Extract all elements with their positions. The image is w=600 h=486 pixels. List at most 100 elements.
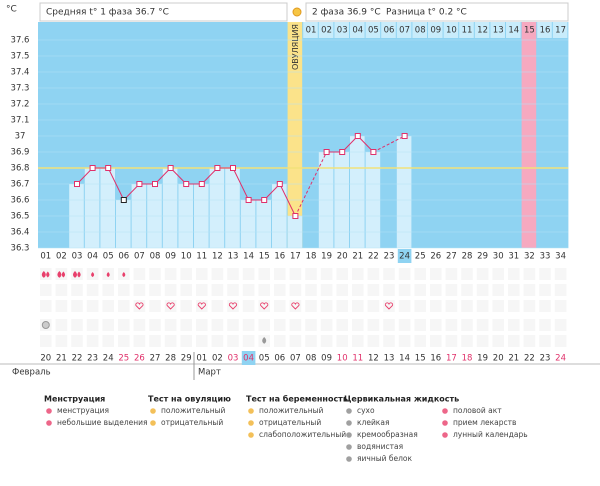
- day-label: 08: [150, 252, 161, 262]
- symbol-cell: [227, 335, 239, 347]
- symbol-cell: [211, 335, 224, 347]
- month-label: Март: [198, 368, 221, 378]
- symbol-cell: [336, 300, 348, 312]
- symbol-cell: [320, 284, 333, 296]
- menstruation-icon: [73, 271, 77, 278]
- phase2-day-label: 10: [446, 26, 457, 36]
- day-label: 11: [196, 252, 207, 262]
- phase2-day-cell: [318, 22, 334, 38]
- symbol-cell: [539, 300, 551, 312]
- temperature-bar: [396, 136, 412, 248]
- phase2-day-label: 02: [321, 26, 332, 36]
- legend-icon: [248, 432, 254, 438]
- symbol-cell: [414, 335, 426, 347]
- menstruation-icon: [41, 271, 46, 278]
- phase2-day-label: 12: [477, 26, 488, 36]
- day-label: 20: [337, 252, 348, 262]
- symbol-cell: [508, 268, 520, 280]
- symbol-cell: [305, 268, 317, 280]
- date-label: 01: [196, 354, 207, 364]
- gap-connector: [373, 135, 405, 153]
- temperature-point: [89, 165, 96, 171]
- temperature-point: [370, 149, 377, 155]
- egg-white-icon: [262, 337, 267, 344]
- symbol-cell: [196, 335, 208, 347]
- symbol-cell: [133, 335, 146, 347]
- y-tick-label: 36.4: [11, 228, 30, 238]
- legend-item: небольшие выделения: [57, 418, 148, 427]
- symbol-cell: [242, 268, 255, 280]
- symbol-cell: [414, 284, 426, 296]
- day-label: 09: [165, 252, 176, 262]
- temperature-point: [120, 197, 127, 203]
- temperature-line: [326, 135, 374, 153]
- temperature-point: [245, 197, 252, 203]
- symbol-cell: [149, 284, 161, 296]
- symbol-cell: [352, 335, 364, 347]
- symbol-cell: [118, 319, 130, 331]
- phase1-text: Средняя t° 1 фаза 36.7 °C: [46, 8, 169, 18]
- phase2-day-cell: [474, 22, 490, 38]
- day-label: 12: [212, 252, 223, 262]
- symbol-cell: [461, 300, 473, 312]
- symbol-cell: [539, 284, 551, 296]
- symbol-cell: [430, 319, 442, 331]
- symbol-cell: [414, 319, 426, 331]
- date-label: 21: [508, 354, 519, 364]
- symbol-cell: [86, 284, 99, 296]
- date-label: 22: [72, 354, 83, 364]
- symbol-cell: [539, 335, 551, 347]
- spotting-icon: [106, 272, 110, 278]
- temperature-point: [401, 133, 408, 139]
- ovulation-label: ОВУЛЯЦИЯ: [291, 24, 300, 70]
- symbol-cell: [133, 300, 146, 312]
- symbol-cell: [554, 300, 567, 312]
- symbol-cell: [133, 268, 146, 280]
- symbol-cell: [227, 319, 239, 331]
- symbol-cell: [289, 284, 302, 296]
- symbol-cell: [242, 335, 255, 347]
- symbol-cell: [289, 335, 302, 347]
- temperature-point: [167, 165, 174, 171]
- day-label: 33: [540, 252, 551, 262]
- phase2-day-cell: [490, 22, 505, 38]
- day-label: 18: [306, 252, 317, 262]
- legend-icon: [442, 408, 448, 414]
- symbol-cell: [149, 268, 161, 280]
- gap-connector: [294, 151, 328, 217]
- date-label: 23: [87, 354, 98, 364]
- symbol-cell: [508, 300, 520, 312]
- date-label: 17: [446, 354, 457, 364]
- symbol-cell: [508, 335, 520, 347]
- symbol-cell: [305, 319, 317, 331]
- symbol-cell: [118, 300, 130, 312]
- symbol-cell: [164, 335, 177, 347]
- symbol-cell: [554, 268, 567, 280]
- temperature-point: [198, 181, 205, 187]
- symbol-cell: [554, 284, 567, 296]
- symbol-cell: [86, 319, 99, 331]
- symbol-cell: [102, 300, 114, 312]
- symbol-cell: [492, 319, 504, 331]
- symbol-cell: [523, 268, 536, 280]
- symbol-cell: [445, 284, 458, 296]
- symbol-cell: [336, 268, 348, 280]
- day-label: 04: [87, 252, 98, 262]
- symbol-cell: [55, 284, 68, 296]
- temperature-point: [183, 181, 190, 187]
- symbol-cell: [383, 335, 395, 347]
- temperature-point: [339, 149, 346, 155]
- symbol-cell: [492, 268, 504, 280]
- symbol-cell: [461, 284, 473, 296]
- legend-heading: Менструация: [44, 395, 105, 404]
- symbol-cell: [55, 268, 68, 280]
- symbol-cell: [180, 284, 192, 296]
- symbol-cell: [461, 319, 473, 331]
- phase2-day-label: 16: [540, 26, 551, 36]
- phase2-day-cell: [350, 22, 365, 38]
- date-label: 20: [40, 354, 51, 364]
- legend-item: яичный белок: [357, 454, 413, 463]
- y-tick-label: 37.3: [11, 84, 30, 94]
- day-label: 14: [243, 252, 254, 262]
